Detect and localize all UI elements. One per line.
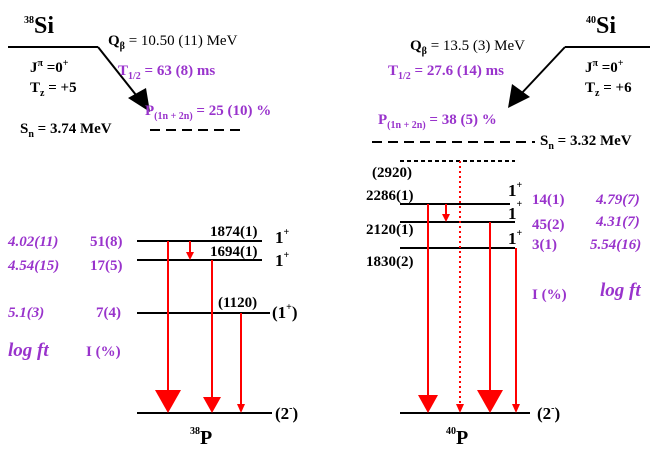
p-neutron: P(1n + 2n) = 25 (10) % — [145, 103, 271, 122]
arrow-head — [237, 404, 245, 413]
arrow-head — [512, 404, 520, 413]
intensity-label: I (%) — [86, 344, 121, 360]
energy: 2120(1) — [366, 222, 414, 238]
arrow-head — [203, 397, 221, 413]
logft: 4.02(11) — [7, 234, 58, 250]
energy: (1120) — [218, 295, 257, 311]
intensity: 51(8) — [90, 234, 123, 250]
intensity: 45(2) — [532, 217, 565, 233]
sn: Sn = 3.32 MeV — [540, 133, 632, 152]
arrow-head — [186, 252, 194, 260]
spin: 1+ — [508, 180, 523, 200]
q-value: Qβ = 10.50 (11) MeV — [108, 33, 238, 52]
spin: 1+ — [275, 227, 290, 247]
beta-arrow — [519, 46, 566, 96]
logft: 5.54(16) — [590, 237, 641, 253]
logft: 4.79(7) — [595, 192, 640, 208]
q-value: Qβ = 13.5 (3) MeV — [410, 38, 525, 57]
arrow-head — [508, 84, 530, 108]
spin: 1+ — [508, 199, 523, 223]
intensity-label: I (%) — [532, 287, 567, 303]
tz: Tz = +6 — [585, 80, 632, 99]
daughter: 38P — [190, 426, 212, 449]
arrow-head — [418, 395, 438, 413]
energy: 2286(1) — [366, 188, 414, 204]
spin: 1+ — [508, 228, 523, 248]
spin: (1+) — [272, 302, 298, 322]
energy: 1874(1) — [210, 224, 258, 240]
logft: 4.31(7) — [595, 214, 640, 230]
energy: (2920) — [372, 165, 412, 181]
p-neutron: P(1n + 2n) = 38 (5) % — [378, 112, 497, 131]
arrow-head — [456, 404, 464, 413]
ground-spin: (2-) — [537, 403, 560, 423]
arrow-head — [477, 390, 503, 413]
sn: Sn = 3.74 MeV — [20, 121, 112, 140]
intensity: 14(1) — [532, 192, 565, 208]
energy: 1830(2) — [366, 254, 414, 270]
half-life: T1/2 = 63 (8) ms — [118, 63, 215, 82]
logft: 4.54(15) — [7, 258, 59, 274]
parent: 40Si — [586, 13, 616, 39]
jpi: Jπ =0+ — [30, 58, 69, 76]
ground-spin: (2-) — [275, 403, 298, 423]
logft-label: log ft — [8, 340, 49, 361]
arrow-head — [155, 390, 181, 413]
beta-arrow — [97, 46, 141, 101]
arrow-head — [442, 214, 450, 222]
arrow-head — [128, 88, 150, 112]
logft-label: log ft — [600, 280, 641, 301]
jpi: Jπ =0+ — [585, 58, 624, 76]
intensity: 3(1) — [532, 237, 557, 253]
energy: 1694(1) — [210, 244, 258, 260]
daughter: 40P — [446, 426, 468, 449]
parent: 38Si — [24, 13, 54, 39]
spin: 1+ — [275, 250, 290, 270]
logft: 5.1(3) — [8, 305, 44, 321]
half-life: T1/2 = 27.6 (14) ms — [388, 63, 504, 82]
tz: Tz = +5 — [30, 80, 77, 99]
intensity: 7(4) — [96, 305, 121, 321]
right-scheme: 40Si Qβ = 13.5 (3) MeV Jπ =0+ Tz = +6 T1… — [366, 13, 650, 449]
left-scheme: 38Si Qβ = 10.50 (11) MeV Jπ =0+ Tz = +5 … — [7, 13, 298, 449]
intensity: 17(5) — [90, 258, 123, 274]
